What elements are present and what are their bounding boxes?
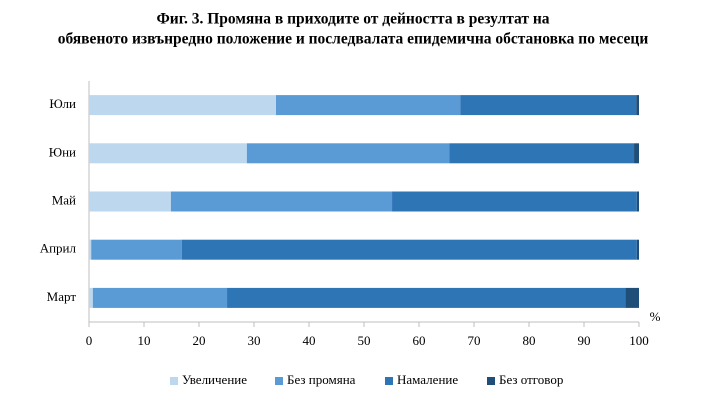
x-tick-label: 100 — [629, 333, 649, 348]
legend-label: Увеличение — [182, 372, 247, 387]
x-tick-label: 70 — [468, 333, 481, 348]
bar-segment — [89, 143, 247, 164]
legend-swatch — [487, 377, 495, 385]
bar-segment — [181, 239, 637, 260]
x-tick-label: 80 — [523, 333, 536, 348]
bar-segment — [89, 239, 92, 260]
x-tick-label: 10 — [138, 333, 151, 348]
x-tick-label: 60 — [413, 333, 426, 348]
bar-segment — [392, 191, 637, 212]
bar-segment — [276, 95, 461, 116]
bar-segment — [89, 191, 171, 212]
legend-swatch — [275, 377, 283, 385]
bar-segment — [636, 191, 639, 212]
y-tick-label: Юли — [49, 96, 76, 111]
legend-swatch — [170, 377, 178, 385]
y-tick-label: Май — [52, 192, 76, 207]
bar-segment — [460, 95, 637, 116]
legend-swatch — [385, 377, 393, 385]
y-tick-label: Юни — [49, 144, 76, 159]
x-tick-label: 40 — [303, 333, 316, 348]
x-tick-label: 20 — [193, 333, 206, 348]
x-tick-label: 50 — [358, 333, 371, 348]
chart-title: Фиг. 3. Промяна в приходите от дейността… — [156, 11, 549, 28]
bar-segment — [170, 191, 393, 212]
bar-segment — [625, 287, 639, 308]
chart-title: обявеното извънредно положение и последв… — [58, 31, 649, 48]
y-tick-label: Март — [47, 289, 77, 304]
bar-segment — [89, 95, 276, 116]
x-tick-label: 30 — [248, 333, 261, 348]
x-axis-label: % — [650, 309, 661, 324]
x-tick-label: 90 — [578, 333, 591, 348]
legend-label: Намаление — [397, 372, 458, 387]
legend-label: Без промяна — [287, 372, 356, 387]
bar-segment — [636, 239, 639, 260]
bar-segment — [89, 287, 93, 308]
bar-segment — [227, 287, 626, 308]
bar-segment — [91, 239, 182, 260]
legend-label: Без отговор — [499, 372, 563, 387]
bar-segment — [92, 287, 228, 308]
y-tick-label: Април — [40, 241, 77, 256]
bar-segment — [636, 95, 639, 116]
bar-segment — [246, 143, 450, 164]
bar-segment — [634, 143, 639, 164]
x-tick-label: 0 — [86, 333, 93, 348]
bar-segment — [449, 143, 635, 164]
